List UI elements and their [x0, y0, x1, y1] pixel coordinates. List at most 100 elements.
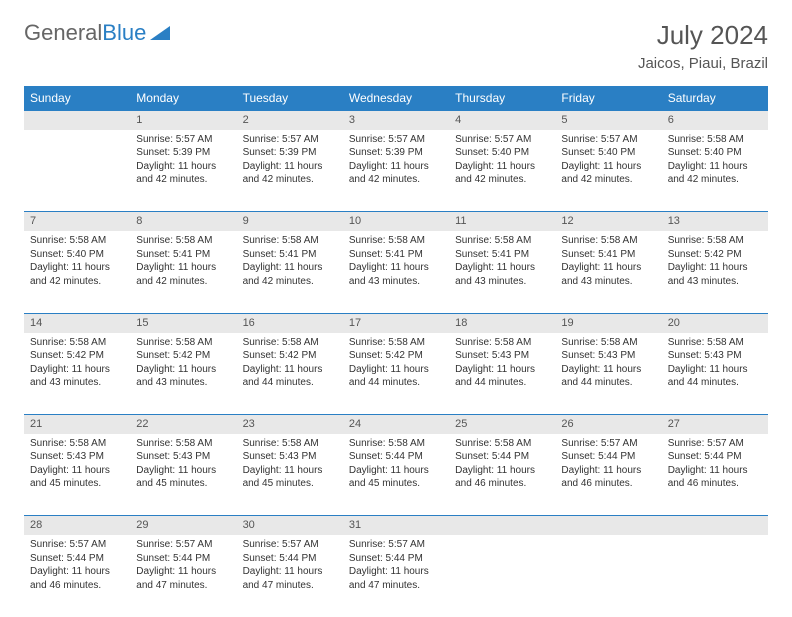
sunrise-text: Sunrise: 5:57 AM: [243, 538, 337, 552]
daylight-text: Daylight: 11 hours and 46 minutes.: [668, 464, 762, 491]
day-number: 13: [662, 212, 768, 231]
daylight-text: Daylight: 11 hours and 44 minutes.: [561, 363, 655, 390]
sunrise-text: Sunrise: 5:57 AM: [243, 133, 337, 147]
day-number: 7: [24, 212, 130, 231]
calendar-head: SundayMondayTuesdayWednesdayThursdayFrid…: [24, 86, 768, 111]
day-cell: Sunrise: 5:58 AMSunset: 5:44 PMDaylight:…: [343, 434, 449, 516]
day-cell: Sunrise: 5:58 AMSunset: 5:41 PMDaylight:…: [555, 231, 661, 313]
sunset-text: Sunset: 5:39 PM: [136, 146, 230, 160]
day-cell: Sunrise: 5:57 AMSunset: 5:39 PMDaylight:…: [130, 130, 236, 212]
day-content: Sunrise: 5:58 AMSunset: 5:41 PMDaylight:…: [343, 231, 449, 294]
day-content: Sunrise: 5:58 AMSunset: 5:42 PMDaylight:…: [24, 333, 130, 396]
day-cell: Sunrise: 5:58 AMSunset: 5:44 PMDaylight:…: [449, 434, 555, 516]
sunrise-text: Sunrise: 5:57 AM: [561, 437, 655, 451]
daylight-text: Daylight: 11 hours and 45 minutes.: [30, 464, 124, 491]
day-number: 25: [449, 415, 555, 434]
day-cell: Sunrise: 5:57 AMSunset: 5:44 PMDaylight:…: [130, 535, 236, 617]
day-number: [24, 111, 130, 130]
day-content: Sunrise: 5:58 AMSunset: 5:43 PMDaylight:…: [130, 434, 236, 497]
sunrise-text: Sunrise: 5:57 AM: [349, 538, 443, 552]
sunrise-text: Sunrise: 5:57 AM: [561, 133, 655, 147]
day-number: 10: [343, 212, 449, 231]
week-row: Sunrise: 5:58 AMSunset: 5:42 PMDaylight:…: [24, 333, 768, 415]
sunset-text: Sunset: 5:44 PM: [561, 450, 655, 464]
daylight-text: Daylight: 11 hours and 44 minutes.: [349, 363, 443, 390]
sunrise-text: Sunrise: 5:58 AM: [455, 336, 549, 350]
day-content: Sunrise: 5:58 AMSunset: 5:43 PMDaylight:…: [449, 333, 555, 396]
daylight-text: Daylight: 11 hours and 43 minutes.: [349, 261, 443, 288]
day-content: Sunrise: 5:58 AMSunset: 5:41 PMDaylight:…: [130, 231, 236, 294]
day-cell: Sunrise: 5:57 AMSunset: 5:39 PMDaylight:…: [343, 130, 449, 212]
day-number: 14: [24, 313, 130, 332]
day-cell: Sunrise: 5:58 AMSunset: 5:42 PMDaylight:…: [343, 333, 449, 415]
daylight-text: Daylight: 11 hours and 42 minutes.: [561, 160, 655, 187]
daylight-text: Daylight: 11 hours and 42 minutes.: [136, 160, 230, 187]
day-number: 19: [555, 313, 661, 332]
sunset-text: Sunset: 5:41 PM: [243, 248, 337, 262]
day-cell: Sunrise: 5:57 AMSunset: 5:44 PMDaylight:…: [343, 535, 449, 617]
sunset-text: Sunset: 5:39 PM: [349, 146, 443, 160]
sunset-text: Sunset: 5:42 PM: [136, 349, 230, 363]
day-cell: [662, 535, 768, 617]
day-content: Sunrise: 5:57 AMSunset: 5:40 PMDaylight:…: [449, 130, 555, 193]
day-cell: Sunrise: 5:57 AMSunset: 5:44 PMDaylight:…: [662, 434, 768, 516]
day-cell: Sunrise: 5:58 AMSunset: 5:41 PMDaylight:…: [449, 231, 555, 313]
sunrise-text: Sunrise: 5:58 AM: [561, 234, 655, 248]
day-cell: Sunrise: 5:57 AMSunset: 5:40 PMDaylight:…: [449, 130, 555, 212]
sunrise-text: Sunrise: 5:58 AM: [30, 234, 124, 248]
day-number: 4: [449, 111, 555, 130]
sunrise-text: Sunrise: 5:58 AM: [561, 336, 655, 350]
day-cell: Sunrise: 5:57 AMSunset: 5:44 PMDaylight:…: [24, 535, 130, 617]
day-cell: Sunrise: 5:58 AMSunset: 5:40 PMDaylight:…: [24, 231, 130, 313]
day-header: Thursday: [449, 86, 555, 111]
day-content: Sunrise: 5:57 AMSunset: 5:44 PMDaylight:…: [343, 535, 449, 598]
day-number: 6: [662, 111, 768, 130]
day-content: Sunrise: 5:57 AMSunset: 5:44 PMDaylight:…: [130, 535, 236, 598]
logo-text-2: Blue: [102, 20, 146, 46]
day-cell: [449, 535, 555, 617]
day-number: 3: [343, 111, 449, 130]
sunrise-text: Sunrise: 5:58 AM: [136, 234, 230, 248]
day-content: Sunrise: 5:58 AMSunset: 5:44 PMDaylight:…: [343, 434, 449, 497]
day-number: [662, 516, 768, 535]
sunrise-text: Sunrise: 5:58 AM: [668, 234, 762, 248]
title-block: July 2024 Jaicos, Piaui, Brazil: [638, 20, 768, 72]
day-cell: Sunrise: 5:57 AMSunset: 5:44 PMDaylight:…: [555, 434, 661, 516]
sunrise-text: Sunrise: 5:58 AM: [349, 336, 443, 350]
sunset-text: Sunset: 5:41 PM: [561, 248, 655, 262]
day-content: Sunrise: 5:57 AMSunset: 5:39 PMDaylight:…: [237, 130, 343, 193]
daylight-text: Daylight: 11 hours and 47 minutes.: [243, 565, 337, 592]
day-number: 22: [130, 415, 236, 434]
daylight-text: Daylight: 11 hours and 45 minutes.: [349, 464, 443, 491]
day-cell: [555, 535, 661, 617]
sunrise-text: Sunrise: 5:58 AM: [243, 437, 337, 451]
day-number: 27: [662, 415, 768, 434]
daylight-text: Daylight: 11 hours and 44 minutes.: [455, 363, 549, 390]
day-cell: Sunrise: 5:58 AMSunset: 5:40 PMDaylight:…: [662, 130, 768, 212]
daylight-text: Daylight: 11 hours and 42 minutes.: [243, 160, 337, 187]
daylight-text: Daylight: 11 hours and 42 minutes.: [455, 160, 549, 187]
calendar-body: 123456Sunrise: 5:57 AMSunset: 5:39 PMDay…: [24, 111, 768, 617]
sunrise-text: Sunrise: 5:58 AM: [455, 234, 549, 248]
daylight-text: Daylight: 11 hours and 42 minutes.: [243, 261, 337, 288]
daylight-text: Daylight: 11 hours and 43 minutes.: [668, 261, 762, 288]
day-cell: Sunrise: 5:58 AMSunset: 5:41 PMDaylight:…: [237, 231, 343, 313]
sunset-text: Sunset: 5:42 PM: [668, 248, 762, 262]
day-cell: Sunrise: 5:57 AMSunset: 5:44 PMDaylight:…: [237, 535, 343, 617]
day-number: 30: [237, 516, 343, 535]
sunset-text: Sunset: 5:41 PM: [349, 248, 443, 262]
day-cell: Sunrise: 5:58 AMSunset: 5:43 PMDaylight:…: [24, 434, 130, 516]
sunset-text: Sunset: 5:43 PM: [243, 450, 337, 464]
sunset-text: Sunset: 5:43 PM: [455, 349, 549, 363]
sunset-text: Sunset: 5:39 PM: [243, 146, 337, 160]
day-cell: Sunrise: 5:58 AMSunset: 5:43 PMDaylight:…: [237, 434, 343, 516]
day-number-row: 28293031: [24, 516, 768, 535]
sunset-text: Sunset: 5:44 PM: [349, 552, 443, 566]
sunset-text: Sunset: 5:42 PM: [349, 349, 443, 363]
sunrise-text: Sunrise: 5:58 AM: [136, 437, 230, 451]
daylight-text: Daylight: 11 hours and 46 minutes.: [455, 464, 549, 491]
week-row: Sunrise: 5:58 AMSunset: 5:40 PMDaylight:…: [24, 231, 768, 313]
day-cell: Sunrise: 5:58 AMSunset: 5:43 PMDaylight:…: [449, 333, 555, 415]
day-content: Sunrise: 5:58 AMSunset: 5:41 PMDaylight:…: [237, 231, 343, 294]
daylight-text: Daylight: 11 hours and 45 minutes.: [243, 464, 337, 491]
